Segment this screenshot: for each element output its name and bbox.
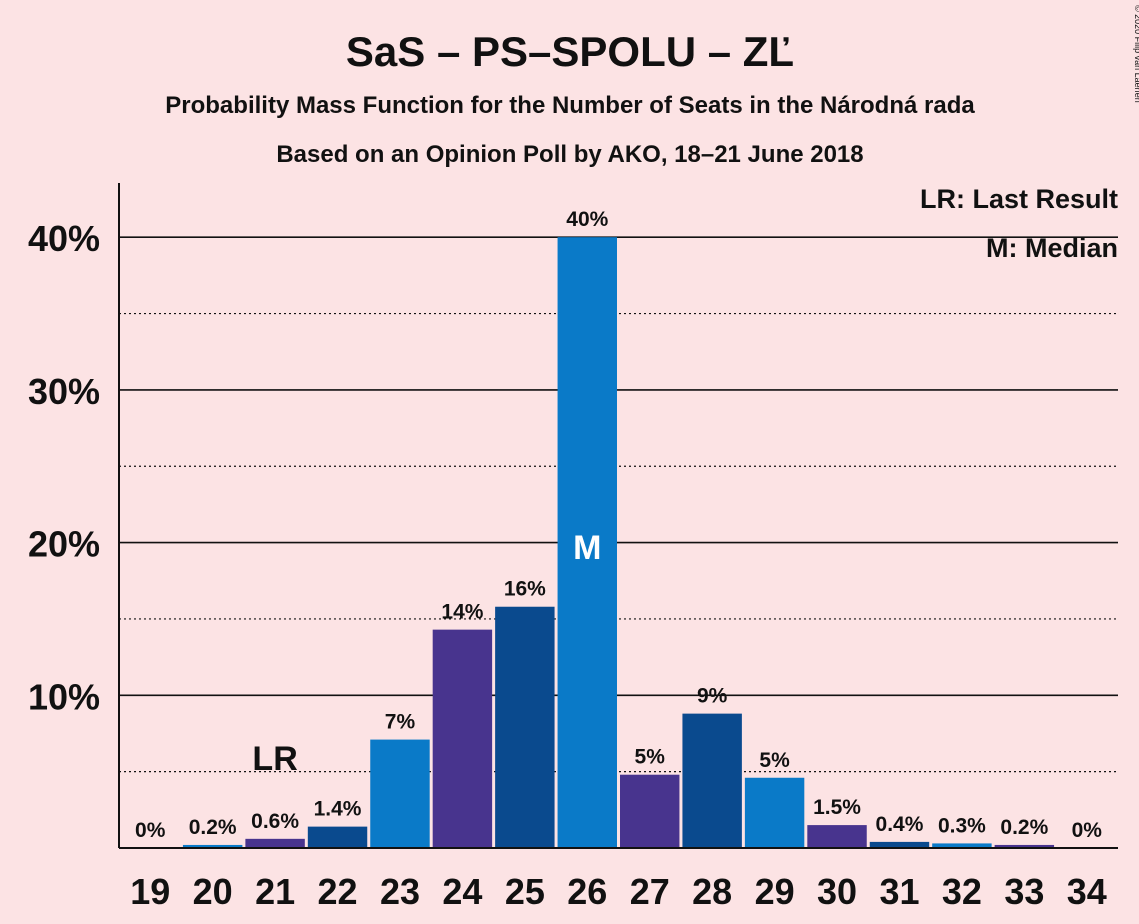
x-tick-label: 20 bbox=[193, 871, 233, 912]
y-tick-label: 10% bbox=[28, 676, 100, 717]
x-tick-label: 34 bbox=[1067, 871, 1107, 912]
x-tick-label: 23 bbox=[380, 871, 420, 912]
x-tick-label: 24 bbox=[442, 871, 482, 912]
bar-24 bbox=[432, 629, 493, 848]
bar-25 bbox=[495, 606, 555, 848]
last-result-marker: LR bbox=[252, 740, 297, 778]
data-label-22: 1.4% bbox=[314, 798, 362, 821]
x-tick-label: 27 bbox=[630, 871, 670, 912]
bar-27 bbox=[620, 774, 680, 848]
chart-subtitle-2: Based on an Opinion Poll by AKO, 18–21 J… bbox=[276, 141, 863, 168]
bar-32 bbox=[932, 843, 992, 848]
bar-31 bbox=[869, 841, 930, 848]
bar-23 bbox=[370, 739, 430, 848]
x-tick-label: 19 bbox=[130, 871, 170, 912]
bar-22 bbox=[307, 826, 368, 848]
data-label-24: 14% bbox=[441, 601, 483, 624]
bar-20 bbox=[182, 844, 243, 848]
data-label-20: 0.2% bbox=[189, 816, 237, 839]
bar-28 bbox=[682, 713, 742, 848]
legend-last-result: LR: Last Result bbox=[920, 184, 1118, 214]
y-tick-label: 30% bbox=[28, 371, 100, 412]
data-label-26: 40% bbox=[566, 208, 608, 231]
gridlines: 10% 20% 30% 40% bbox=[28, 218, 1118, 773]
y-tick-label: 40% bbox=[28, 218, 100, 259]
chart-subtitle: Probability Mass Function for the Number… bbox=[165, 92, 975, 119]
axes bbox=[118, 183, 1118, 849]
legend-median: M: Median bbox=[986, 233, 1118, 263]
data-label-19: 0% bbox=[135, 819, 166, 842]
bar-26 bbox=[557, 237, 617, 848]
x-tick-label: 30 bbox=[817, 871, 857, 912]
copyright-notice: © 2020 Filip van Laenen bbox=[1133, 5, 1139, 103]
data-label-21: 0.6% bbox=[251, 810, 299, 833]
y-tick-label: 20% bbox=[28, 524, 100, 565]
data-label-23: 7% bbox=[385, 711, 416, 734]
data-label-30: 1.5% bbox=[813, 796, 861, 819]
data-label-33: 0.2% bbox=[1000, 816, 1048, 839]
x-tick-label: 32 bbox=[942, 871, 982, 912]
markers: LR M bbox=[252, 529, 601, 778]
bar-30 bbox=[807, 825, 867, 848]
bar-33 bbox=[994, 844, 1055, 848]
x-tick-label: 28 bbox=[692, 871, 732, 912]
data-labels: 0% 19 0.2% 20 0.6% 21 1.4% 22 7% 23 14% 24 16% 25 40% 2… bbox=[130, 208, 1107, 912]
data-label-31: 0.4% bbox=[876, 813, 924, 836]
x-tick-label: 29 bbox=[755, 871, 795, 912]
data-label-29: 5% bbox=[759, 749, 790, 772]
x-tick-label: 33 bbox=[1004, 871, 1044, 912]
data-label-28: 9% bbox=[697, 685, 728, 708]
x-tick-label: 21 bbox=[255, 871, 295, 912]
chart-title: SaS – PS–SPOLU – ZĽ bbox=[346, 28, 794, 75]
x-tick-label: 25 bbox=[505, 871, 545, 912]
data-label-32: 0.3% bbox=[938, 814, 986, 837]
bar-21 bbox=[245, 838, 305, 848]
bar-29 bbox=[744, 777, 805, 848]
x-tick-label: 22 bbox=[318, 871, 358, 912]
data-label-34: 0% bbox=[1072, 819, 1103, 842]
data-label-25: 16% bbox=[504, 578, 546, 601]
data-label-27: 5% bbox=[635, 746, 666, 769]
x-tick-label: 31 bbox=[879, 871, 919, 912]
median-marker: M bbox=[573, 529, 601, 567]
x-tick-label: 26 bbox=[567, 871, 607, 912]
bars bbox=[182, 237, 1055, 848]
